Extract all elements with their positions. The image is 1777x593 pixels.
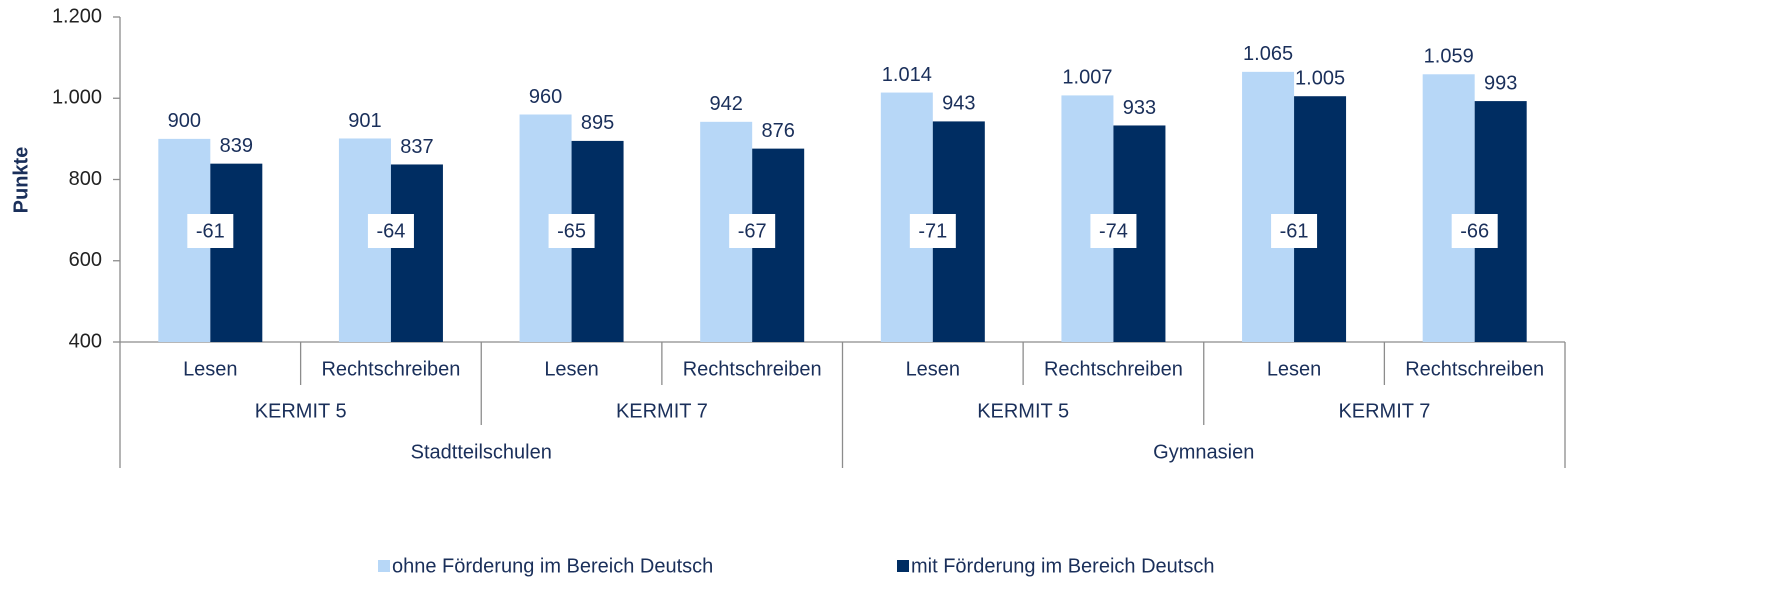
x-tick-label: Lesen <box>1267 358 1322 380</box>
supergroup-label: Gymnasien <box>1153 441 1254 463</box>
difference-box <box>1090 214 1137 248</box>
value-label: 1.014 <box>882 64 932 86</box>
group-label: KERMIT 7 <box>1338 400 1430 422</box>
difference-label: -71 <box>918 220 947 242</box>
y-tick-label: 600 <box>69 249 102 271</box>
x-tick-label: Rechtschreiben <box>683 358 822 380</box>
x-tick-label: Lesen <box>544 358 599 380</box>
y-tick-label: 1.200 <box>52 5 102 27</box>
value-label: 942 <box>710 93 743 115</box>
supergroup-label: Stadtteilschulen <box>411 441 552 463</box>
value-label: 1.065 <box>1243 43 1293 65</box>
value-label: 901 <box>348 110 381 132</box>
value-label: 895 <box>581 112 614 134</box>
difference-label: -61 <box>1280 220 1309 242</box>
group-label: KERMIT 5 <box>977 400 1069 422</box>
difference-label: -65 <box>557 220 586 242</box>
bar <box>1422 74 1475 342</box>
difference-box <box>548 214 595 248</box>
y-tick-label: 800 <box>69 168 102 190</box>
value-label: 1.005 <box>1295 68 1345 90</box>
legend-label: mit Förderung im Bereich Deutsch <box>911 555 1214 577</box>
x-tick-label: Lesen <box>183 358 238 380</box>
value-label: 900 <box>168 110 201 132</box>
legend-swatch <box>897 560 909 572</box>
value-label: 1.007 <box>1062 67 1112 89</box>
bar <box>390 164 443 342</box>
value-label: 837 <box>400 136 433 158</box>
legend-swatch <box>378 560 390 572</box>
y-tick-label: 1.000 <box>52 87 102 109</box>
value-label: 839 <box>220 135 253 157</box>
value-label: 933 <box>1123 97 1156 119</box>
value-label: 943 <box>942 93 975 115</box>
difference-label: -74 <box>1099 220 1128 242</box>
difference-box <box>909 214 956 248</box>
difference-label: -66 <box>1460 220 1489 242</box>
value-label: 993 <box>1484 72 1517 94</box>
y-tick-label: 400 <box>69 330 102 352</box>
x-tick-label: Rechtschreiben <box>1405 358 1544 380</box>
group-label: KERMIT 7 <box>616 400 708 422</box>
legend-label: ohne Förderung im Bereich Deutsch <box>392 555 713 577</box>
difference-label: -67 <box>738 220 767 242</box>
value-label: 876 <box>762 120 795 142</box>
value-label: 960 <box>529 86 562 108</box>
difference-label: -64 <box>376 220 405 242</box>
bar <box>1242 71 1295 342</box>
group-label: KERMIT 5 <box>255 400 347 422</box>
value-label: 1.059 <box>1424 46 1474 68</box>
y-axis-label: Punkte <box>10 147 32 214</box>
difference-label: -61 <box>196 220 225 242</box>
x-tick-label: Lesen <box>906 358 961 380</box>
bar <box>210 163 263 342</box>
difference-box <box>729 214 776 248</box>
x-tick-label: Rechtschreiben <box>1044 358 1183 380</box>
difference-box <box>187 214 234 248</box>
difference-box <box>367 214 414 248</box>
x-tick-label: Rechtschreiben <box>321 358 460 380</box>
difference-box <box>1451 214 1498 248</box>
difference-box <box>1271 214 1318 248</box>
